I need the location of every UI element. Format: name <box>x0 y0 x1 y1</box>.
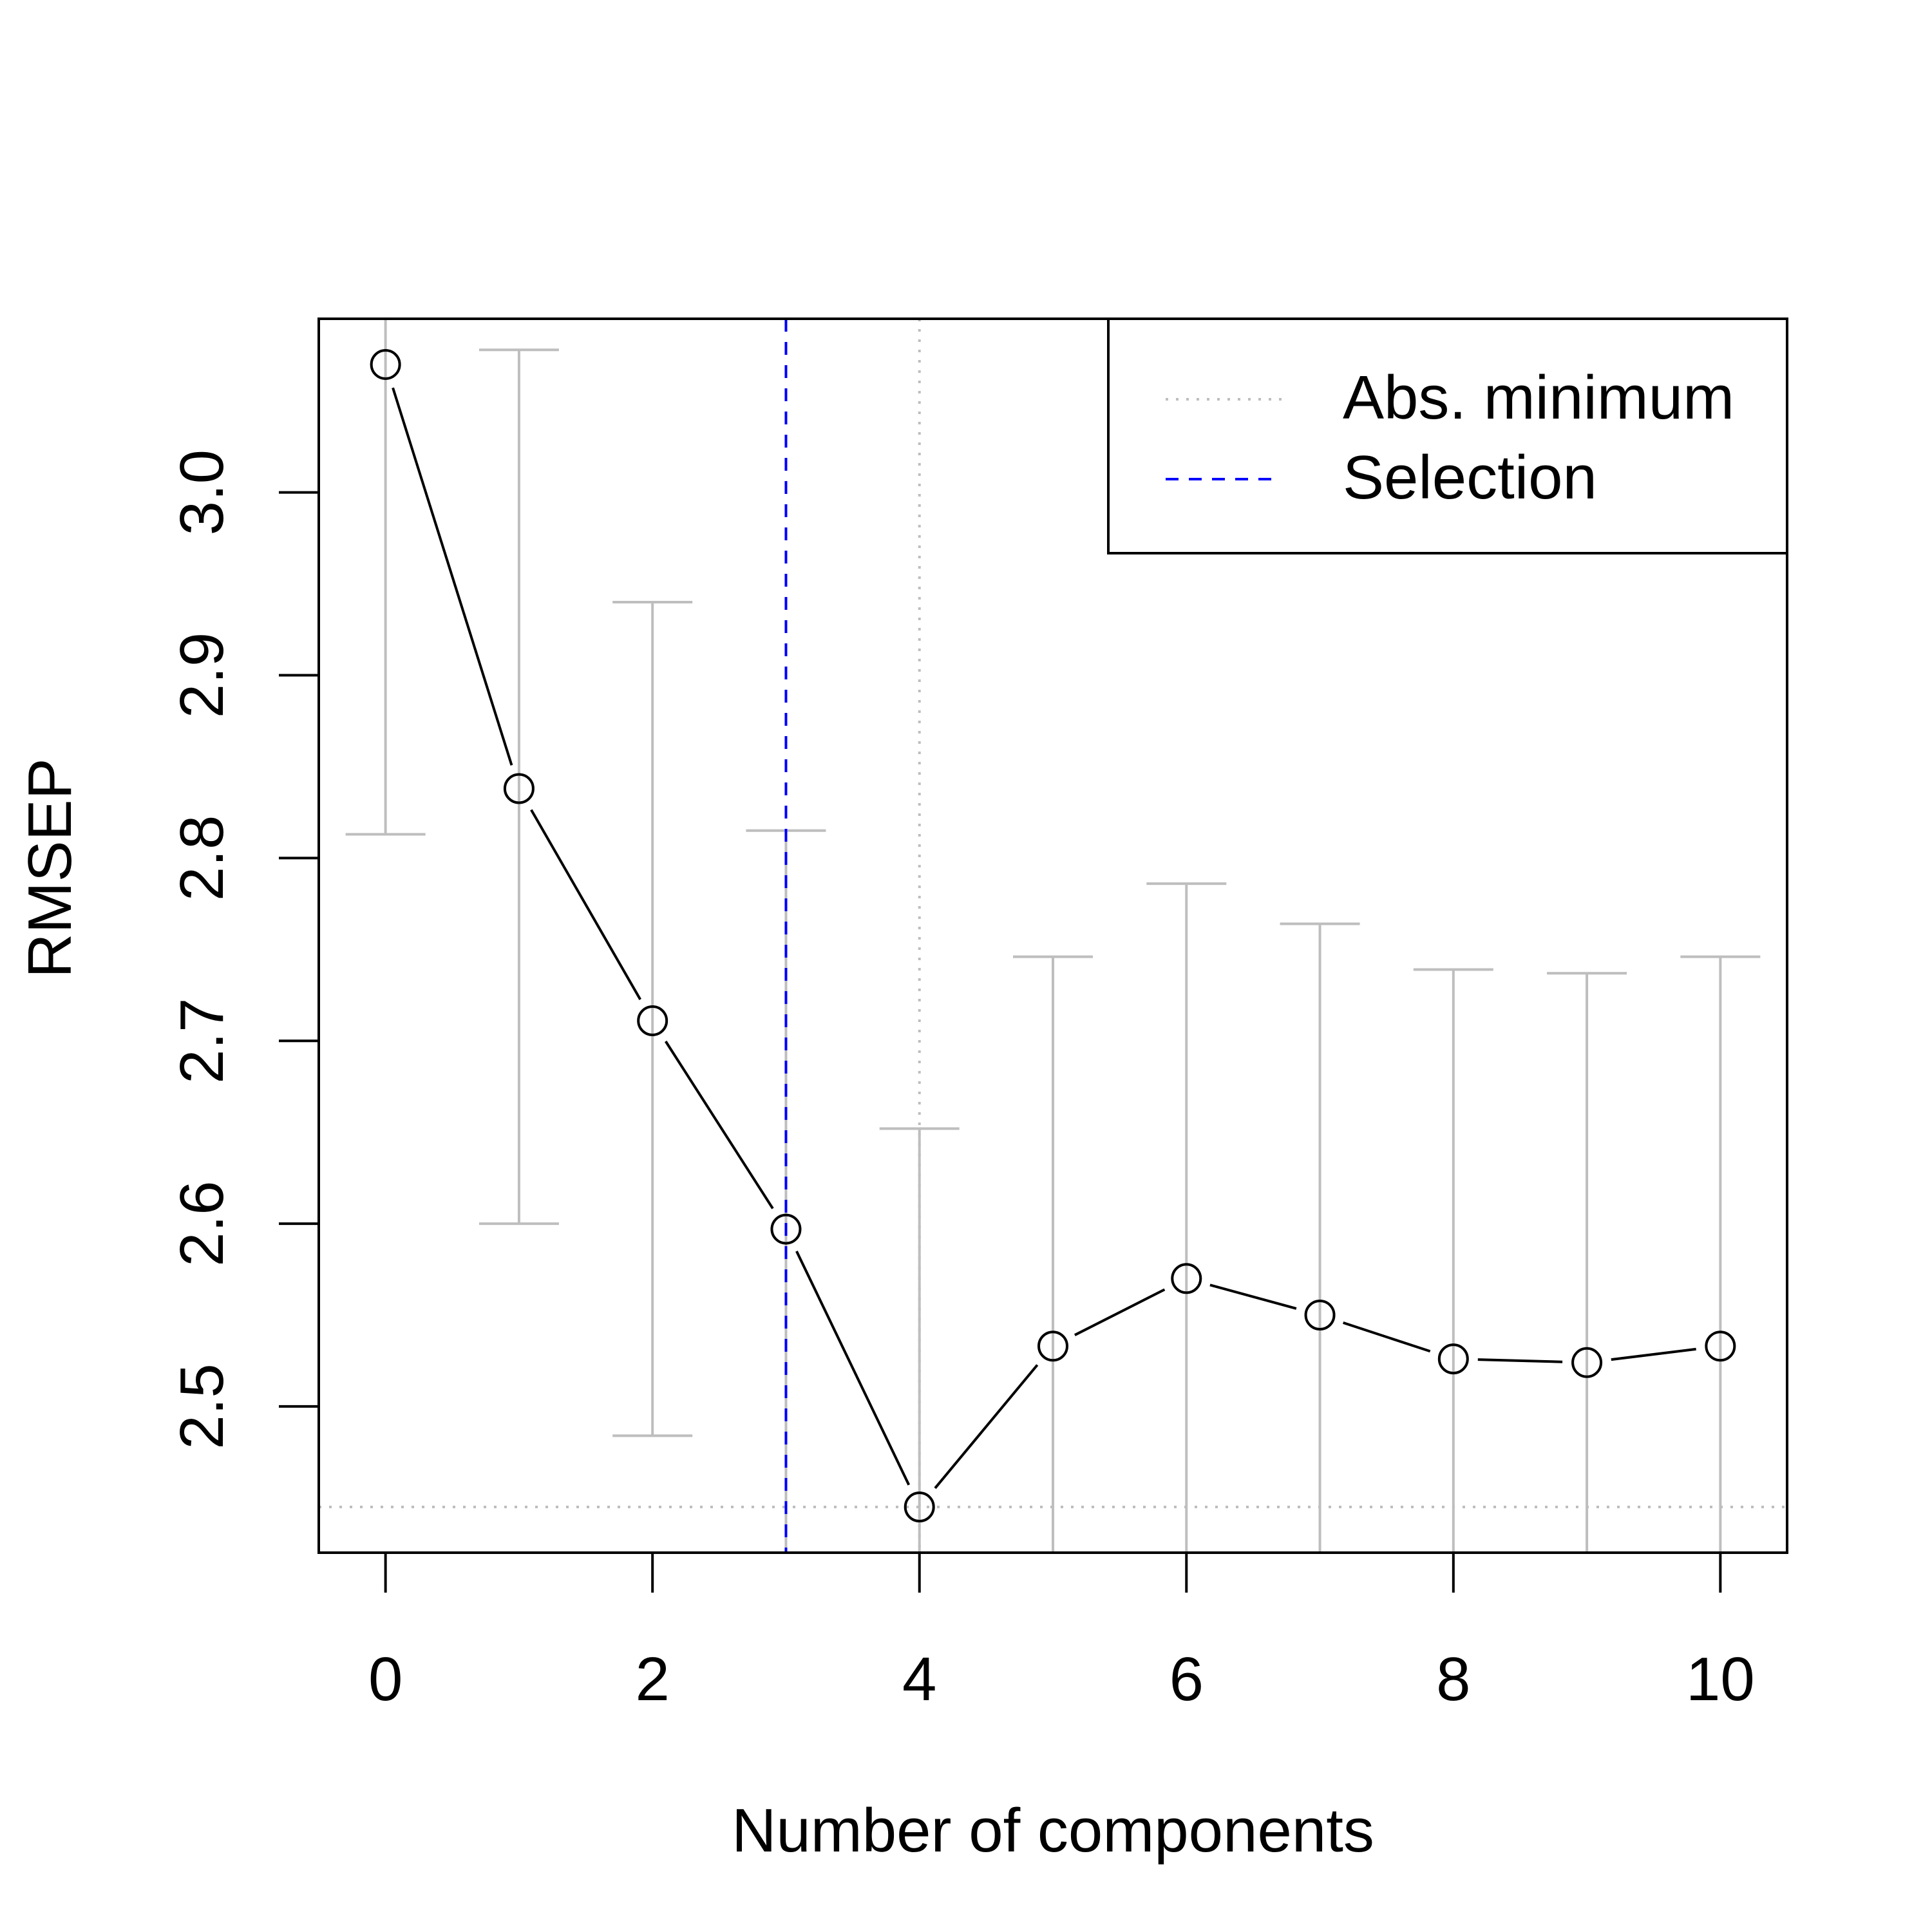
error-bars <box>345 319 1761 1553</box>
rmsep-series <box>370 348 1736 1523</box>
series-segment <box>664 1040 774 1209</box>
x-tick-label: 6 <box>1170 1645 1204 1714</box>
data-point <box>1571 1347 1603 1378</box>
plot-frame <box>317 317 1788 1554</box>
series-segment <box>392 387 513 766</box>
data-point <box>1171 1263 1202 1294</box>
data-point <box>637 1005 668 1036</box>
x-tick-label: 2 <box>635 1645 669 1714</box>
legend-box <box>1107 317 1788 554</box>
series-segment <box>1074 1288 1166 1336</box>
y-tick-label: 2.9 <box>167 632 236 718</box>
series-segment <box>1343 1321 1431 1353</box>
y-tick-label: 2.8 <box>167 815 236 901</box>
reference-lines <box>319 319 1787 1553</box>
y-tick-label: 3.0 <box>167 450 236 535</box>
data-point <box>503 773 535 804</box>
series-segment <box>1611 1347 1696 1361</box>
series-segment <box>934 1364 1039 1490</box>
series-segment <box>795 1250 911 1486</box>
series-segment <box>1209 1283 1297 1310</box>
y-tick-label: 2.6 <box>167 1180 236 1266</box>
data-point <box>904 1492 935 1523</box>
data-point <box>1037 1331 1068 1362</box>
legend-selection-label: Selection <box>1343 443 1597 512</box>
data-point <box>770 1213 802 1245</box>
y-axis-label: RMSEP <box>15 758 84 978</box>
data-point <box>370 348 401 380</box>
legend: Abs. minimum Selection <box>1107 317 1788 554</box>
y-tick-label: 2.7 <box>167 998 236 1083</box>
y-tick-label: 2.5 <box>167 1363 236 1449</box>
legend-abs-minimum-label: Abs. minimum <box>1343 363 1734 432</box>
series-segment <box>530 809 641 1001</box>
x-tick-label: 10 <box>1686 1645 1755 1714</box>
data-point <box>1705 1331 1736 1362</box>
data-point <box>1304 1299 1336 1331</box>
x-tick-label: 8 <box>1436 1645 1470 1714</box>
axes: 0 2 4 6 8 10 2.5 2.6 2.7 2.8 2.9 3.0 <box>167 450 1755 1714</box>
series-segment <box>1477 1358 1563 1363</box>
x-tick-label: 0 <box>368 1645 402 1714</box>
x-tick-label: 4 <box>902 1645 936 1714</box>
x-axis-label: Number of components <box>732 1796 1374 1865</box>
data-point <box>1437 1343 1469 1375</box>
